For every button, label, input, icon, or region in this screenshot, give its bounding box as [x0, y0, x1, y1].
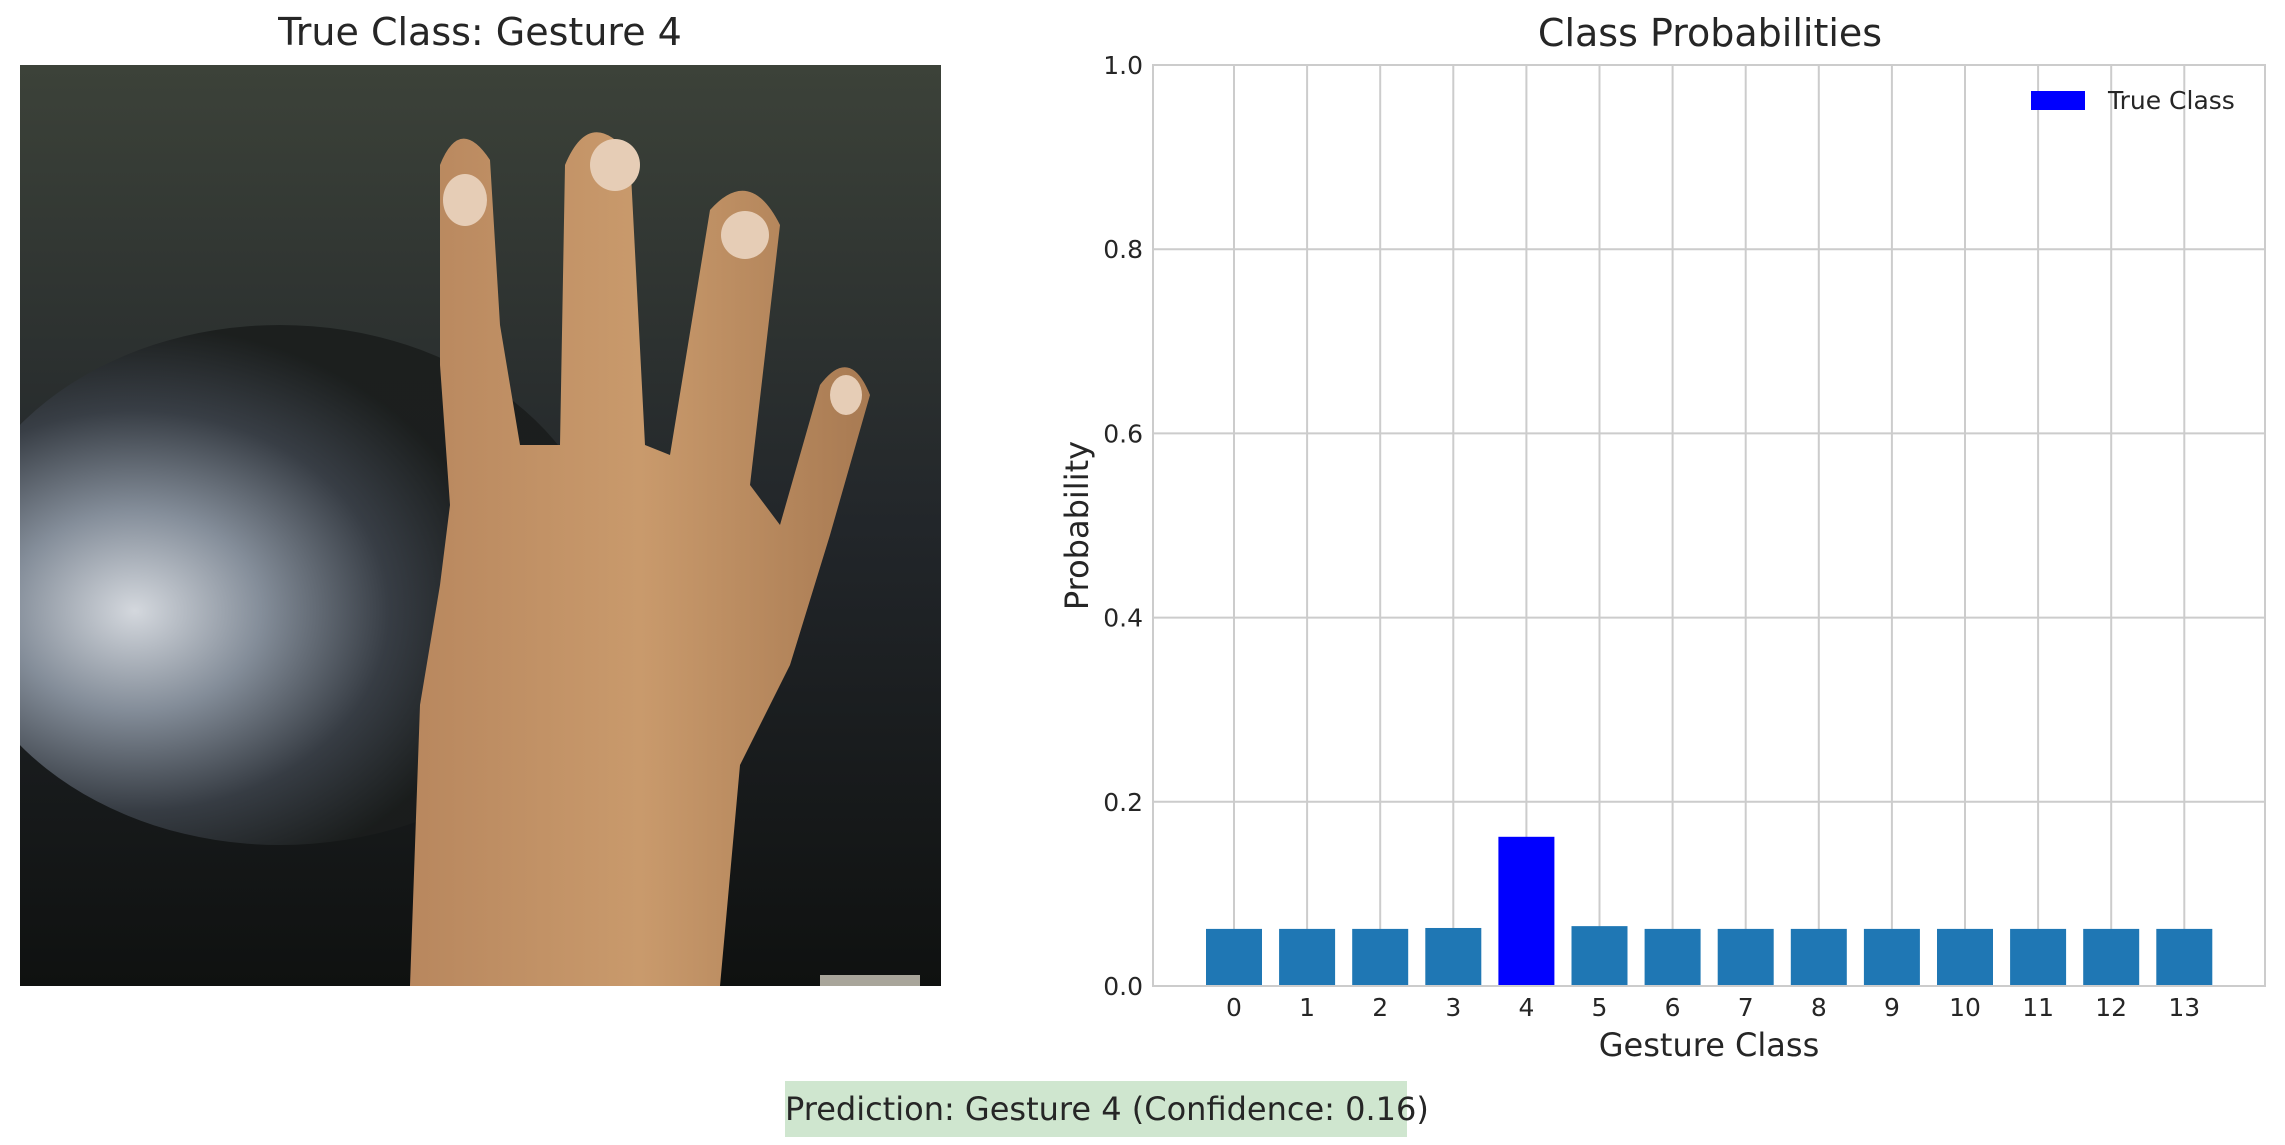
bar-class-2 [1352, 928, 1409, 986]
bar-class-5 [1571, 926, 1628, 986]
gesture-photo [20, 65, 941, 986]
image-title: True Class: Gesture 4 [278, 10, 682, 54]
bar-class-12 [2083, 928, 2140, 986]
x-tick-label: 1 [1299, 993, 1315, 1022]
bar-class-4 [1498, 836, 1555, 986]
bar-class-8 [1790, 928, 1847, 986]
x-axis-label: Gesture Class [1599, 1026, 1819, 1064]
bar-class-0 [1206, 928, 1262, 986]
bar-class-10 [1937, 928, 1993, 986]
x-tick-label: 3 [1445, 993, 1461, 1022]
x-tick-label: 6 [1665, 993, 1681, 1022]
x-tick-label: 2 [1372, 993, 1388, 1022]
bar-class-3 [1425, 927, 1482, 986]
y-tick-label: 0.2 [1103, 788, 1143, 817]
bar-class-9 [1863, 928, 1920, 986]
axes-frame [1152, 64, 2266, 987]
x-tick-label: 0 [1226, 993, 1242, 1022]
y-tick-label: 1.0 [1103, 51, 1143, 80]
bar-class-1 [1279, 928, 1336, 986]
y-tick-label: 0.6 [1103, 419, 1143, 448]
hand-photo-illustration [20, 65, 941, 986]
x-tick-label: 7 [1738, 993, 1754, 1022]
bar-class-7 [1717, 928, 1774, 986]
prediction-banner: Prediction: Gesture 4 (Confidence: 0.16) [785, 1081, 1429, 1137]
x-tick-label: 12 [2095, 993, 2127, 1022]
y-tick-label: 0.4 [1103, 604, 1143, 633]
x-tick-label: 5 [1592, 993, 1608, 1022]
legend-swatch-true-class [2031, 91, 2085, 110]
bar-class-11 [2010, 928, 2067, 986]
y-tick-label: 0.8 [1103, 235, 1143, 264]
x-tick-label: 4 [1518, 993, 1534, 1022]
x-tick-label: 9 [1884, 993, 1900, 1022]
bar-class-13 [2156, 928, 2213, 986]
x-tick-label: 11 [2022, 993, 2054, 1022]
bar-class-6 [1644, 928, 1701, 986]
x-tick-label: 8 [1811, 993, 1827, 1022]
x-tick-label: 10 [1949, 993, 1981, 1022]
x-tick-label: 13 [2168, 993, 2200, 1022]
y-tick-label: 0.0 [1103, 972, 1143, 1001]
legend-label-true-class: True Class [2107, 86, 2235, 115]
chart-title: Class Probabilities [1538, 11, 1882, 55]
legend: True Class [2031, 86, 2235, 115]
y-axis-label: Probability [1058, 441, 1096, 610]
